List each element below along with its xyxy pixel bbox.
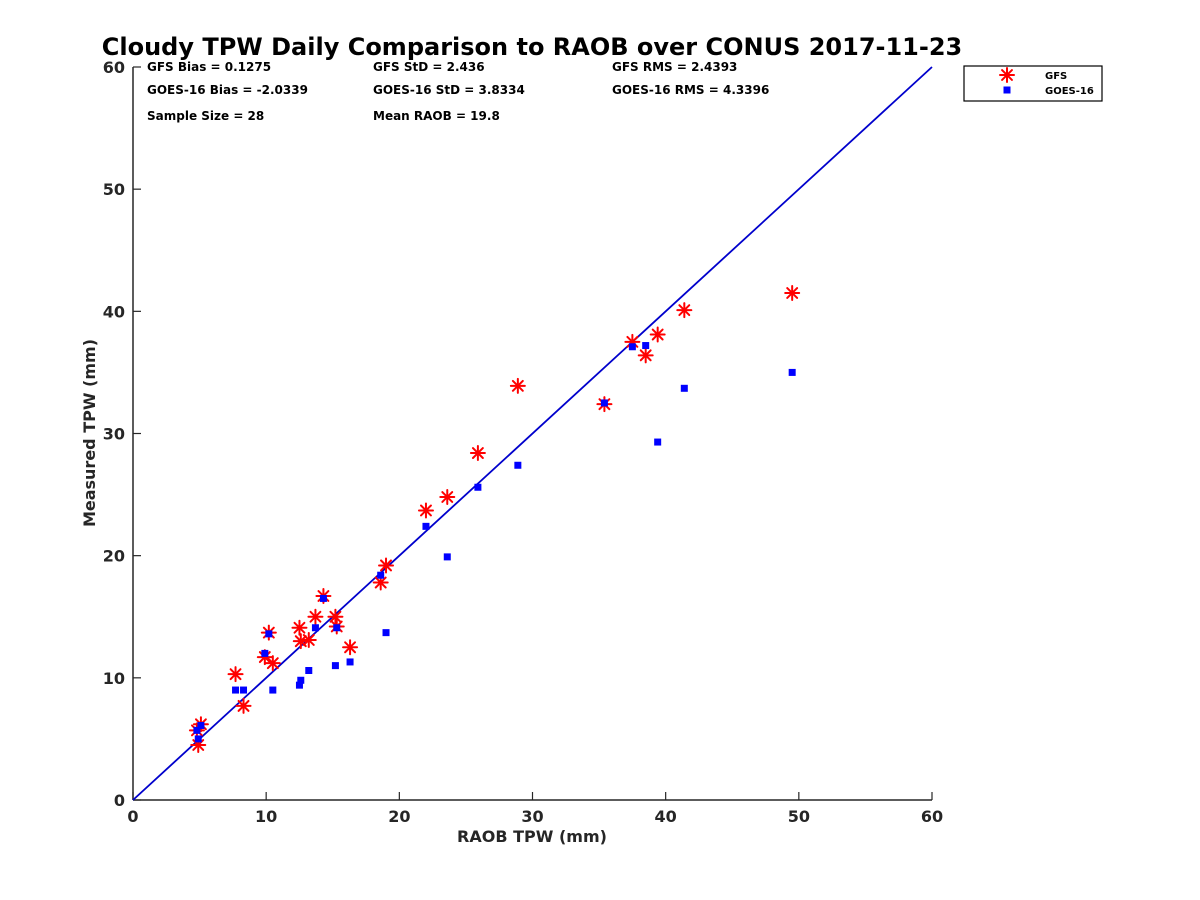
gfs-point [378, 557, 395, 574]
goes16-point [788, 368, 796, 376]
goes16-point [377, 571, 385, 579]
goes16-point [295, 681, 303, 689]
y-axis-label: Measured TPW (mm) [80, 339, 99, 527]
gfs-point [300, 631, 317, 648]
gfs-point [372, 574, 389, 591]
goes16-point [265, 630, 273, 638]
chart-title: Cloudy TPW Daily Comparison to RAOB over… [102, 33, 962, 61]
series-group [188, 285, 801, 754]
goes16-point [319, 594, 327, 602]
goes16-point [680, 384, 688, 392]
y-tick-label: 30 [103, 425, 125, 444]
y-tick-label: 0 [114, 791, 125, 810]
goes16-point [382, 629, 390, 637]
legend-label-goes16: GOES-16 [1045, 86, 1094, 97]
x-tick-label: 20 [388, 807, 410, 826]
stat-goes16-bias: GOES-16 Bias = -2.0339 [147, 83, 308, 97]
x-tick-label: 50 [788, 807, 810, 826]
legend-label-gfs: GFS [1045, 71, 1067, 82]
legend-marker-gfs [999, 67, 1015, 83]
goes16-point [193, 726, 201, 734]
series-gfs [188, 285, 801, 754]
gfs-point [784, 285, 801, 302]
goes16-point [232, 686, 240, 694]
legend-gfs-asterisk [999, 67, 1015, 83]
y-tick-label: 20 [103, 547, 125, 566]
goes16-point [628, 343, 636, 351]
gfs-point [509, 377, 526, 394]
x-tick-label: 40 [655, 807, 677, 826]
gfs-point [327, 608, 344, 625]
goes16-point [269, 686, 277, 694]
goes16-point [197, 721, 205, 729]
gfs-point [291, 619, 308, 636]
goes16-point [443, 553, 451, 561]
gfs-point [307, 608, 324, 625]
gfs-point [637, 347, 654, 364]
goes16-point [194, 735, 202, 743]
goes16-point [261, 649, 269, 657]
goes16-point [422, 522, 430, 530]
goes16-point [240, 686, 248, 694]
goes16-point [642, 342, 650, 350]
goes16-point [331, 662, 339, 670]
x-axis-label: RAOB TPW (mm) [457, 827, 607, 846]
one-to-one-line [132, 66, 933, 801]
y-tick-label: 60 [103, 58, 125, 77]
goes16-point [600, 399, 608, 407]
stat-goes16-std: GOES-16 StD = 3.8334 [373, 83, 525, 97]
gfs-point [264, 655, 281, 672]
goes16-point [474, 483, 482, 491]
stat-gfs-std: GFS StD = 2.436 [373, 60, 485, 74]
legend-box [963, 65, 1103, 102]
goes16-point [346, 658, 354, 666]
gfs-point [235, 697, 252, 714]
gfs-point [676, 302, 693, 319]
goes16-point [305, 667, 313, 675]
axis-ticks: 0 10 20 30 40 50 60 0 10 20 30 40 50 60 [103, 58, 943, 826]
legend: GFS GOES-16 [963, 65, 1103, 102]
gfs-point [439, 489, 456, 506]
stat-gfs-bias: GFS Bias = 0.1275 [147, 60, 271, 74]
y-tick-label: 50 [103, 180, 125, 199]
reference-line-group [132, 66, 933, 801]
y-tick-label: 10 [103, 669, 125, 688]
gfs-point [417, 502, 434, 519]
gfs-point [227, 666, 244, 683]
stat-sample-size: Sample Size = 28 [147, 109, 264, 123]
gfs-point [649, 326, 666, 343]
x-tick-label: 60 [921, 807, 943, 826]
gfs-point [469, 445, 486, 462]
goes16-point [514, 461, 522, 469]
x-tick-label: 0 [127, 807, 138, 826]
stats-panel: GFS Bias = 0.1275 GFS StD = 2.436 GFS RM… [147, 60, 769, 123]
stat-goes16-rms: GOES-16 RMS = 4.3396 [612, 83, 769, 97]
goes16-point [297, 676, 305, 684]
stat-gfs-rms: GFS RMS = 2.4393 [612, 60, 737, 74]
legend-goes16-square [1003, 86, 1011, 94]
x-tick-label: 10 [255, 807, 277, 826]
series-goes16 [193, 342, 796, 743]
goes16-point [311, 624, 319, 632]
goes16-point [654, 438, 662, 446]
gfs-point [342, 639, 359, 656]
y-tick-label: 40 [103, 302, 125, 321]
x-tick-label: 30 [521, 807, 543, 826]
goes16-point [333, 624, 341, 632]
stat-mean-raob: Mean RAOB = 19.8 [373, 109, 500, 123]
legend-marker-goes16 [1003, 86, 1011, 94]
